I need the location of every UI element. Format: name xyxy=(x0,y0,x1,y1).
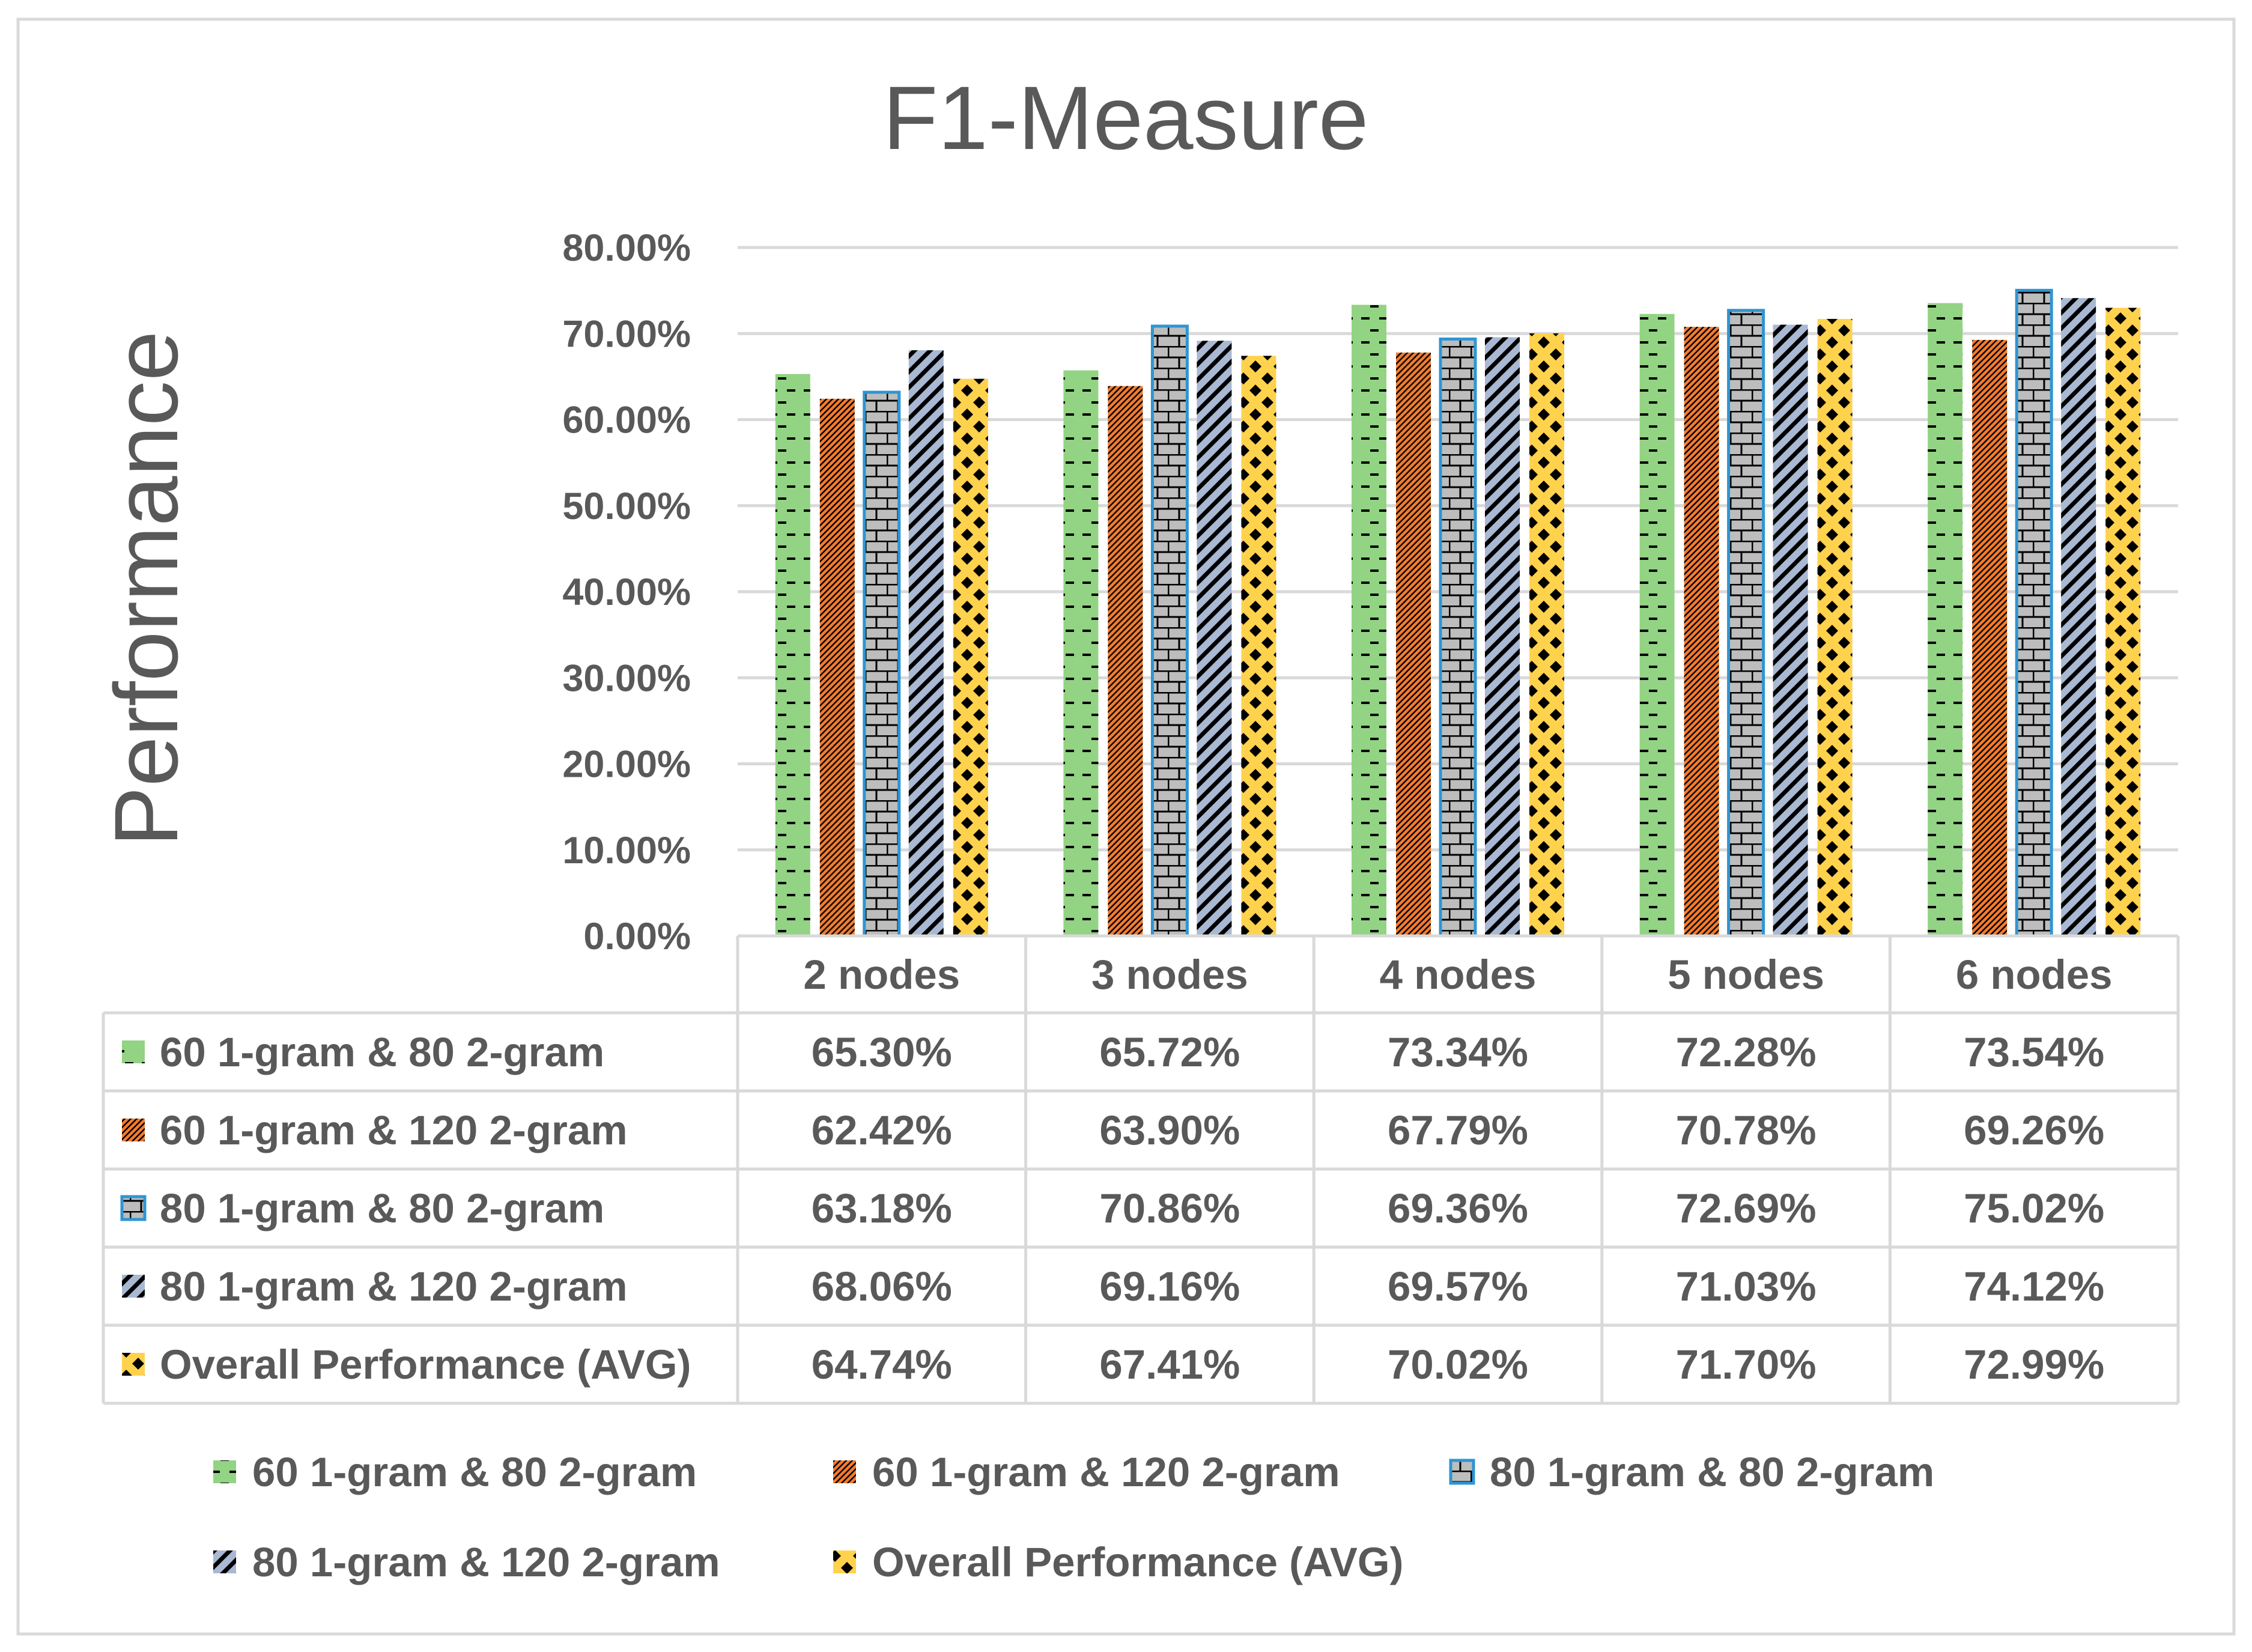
bar-2-3-nodes xyxy=(1108,386,1143,936)
table-legend-key xyxy=(122,1275,145,1298)
bar-5-5-nodes xyxy=(1817,318,1853,937)
bar-5-2-nodes xyxy=(953,378,988,936)
bar-3-2-nodes xyxy=(863,390,901,938)
x-tick-label: 5 nodes xyxy=(1668,952,1824,998)
table-legend-key xyxy=(122,1353,145,1376)
bar-1-3-nodes xyxy=(1063,370,1099,936)
legend-label: 80 1-gram & 80 2-gram xyxy=(1490,1449,1934,1495)
bar-2-2-nodes xyxy=(819,398,855,936)
table-cell-value: 73.34% xyxy=(1388,1029,1528,1075)
bar-3-5-nodes xyxy=(1727,309,1765,938)
table-cell-value: 74.12% xyxy=(1964,1263,2104,1310)
y-tick-label: 70.00% xyxy=(562,313,691,355)
table-cell-value: 75.02% xyxy=(1964,1185,2104,1231)
bar-5-3-nodes xyxy=(1241,356,1276,936)
table-cell-value: 63.90% xyxy=(1099,1107,1240,1153)
legend-key xyxy=(833,1550,856,1573)
table-series-name: 60 1-gram & 80 2-gram xyxy=(160,1029,604,1075)
bar-2-6-nodes xyxy=(1972,339,2008,936)
legend-key xyxy=(833,1460,856,1483)
data-table: 2 nodes 3 nodes 4 nodes 5 nodes 6 nodes 60 1-… xyxy=(102,934,2180,1405)
table-cell-value: 67.79% xyxy=(1388,1107,1528,1153)
table-cell-value: 70.78% xyxy=(1676,1107,1816,1153)
chart-title: F1-Measure xyxy=(883,67,1369,168)
table-cell-value: 69.26% xyxy=(1964,1107,2104,1153)
table-cell-value: 69.57% xyxy=(1388,1263,1528,1310)
y-tick-label: 60.00% xyxy=(562,399,691,442)
bar-4-6-nodes xyxy=(2061,298,2096,937)
x-tick-label: 6 nodes xyxy=(1956,952,2113,998)
table-cell-value: 62.42% xyxy=(812,1107,952,1153)
table-legend-key xyxy=(122,1119,145,1141)
table-cell-value: 65.72% xyxy=(1099,1029,1240,1075)
bar-1-5-nodes xyxy=(1639,314,1675,936)
table-cell-value: 63.18% xyxy=(812,1185,952,1231)
table-cell-value: 65.30% xyxy=(812,1029,952,1075)
legend-key xyxy=(213,1460,236,1483)
legend: 60 1-gram & 80 2-gram 60 1-gram & 120 2-g… xyxy=(213,1449,1934,1585)
y-tick-label: 20.00% xyxy=(562,744,691,786)
bar-4-5-nodes xyxy=(1773,324,1808,936)
x-tick-label: 3 nodes xyxy=(1091,952,1248,998)
table-cell-value: 68.06% xyxy=(812,1263,952,1310)
x-tick-label: 4 nodes xyxy=(1380,952,1537,998)
y-tick-label: 80.00% xyxy=(562,227,691,269)
table-cell-value: 71.03% xyxy=(1676,1263,1816,1310)
bar-4-2-nodes xyxy=(908,350,944,936)
y-axis-label: Performance xyxy=(96,331,196,847)
bar-5-4-nodes xyxy=(1529,333,1564,936)
bar-3-3-nodes xyxy=(1150,324,1189,938)
y-tick-label: 30.00% xyxy=(562,657,691,699)
bar-1-2-nodes xyxy=(775,374,810,936)
y-tick-label: 0.00% xyxy=(583,916,691,958)
table-cell-value: 67.41% xyxy=(1099,1341,1240,1388)
table-cell-value: 70.02% xyxy=(1388,1341,1528,1388)
table-series-name: Overall Performance (AVG) xyxy=(160,1341,691,1388)
table-cell-value: 69.16% xyxy=(1099,1263,1240,1310)
table-series-name: 60 1-gram & 120 2-gram xyxy=(160,1107,628,1153)
y-tick-label: 10.00% xyxy=(562,830,691,872)
table-legend-key xyxy=(122,1040,145,1063)
bar-1-6-nodes xyxy=(1928,303,1963,936)
legend-label: 60 1-gram & 80 2-gram xyxy=(252,1449,697,1495)
gridlines: 0.00% 10.00% 20.00% 30.00% 40.00% 50.00% 60.00… xyxy=(562,227,2178,958)
bar-2-4-nodes xyxy=(1396,352,1431,936)
legend-key xyxy=(1449,1459,1475,1485)
bar-4-3-nodes xyxy=(1197,341,1232,936)
table-legend-key xyxy=(120,1195,147,1221)
bar-1-4-nodes xyxy=(1352,305,1386,936)
x-tick-label: 2 nodes xyxy=(803,952,960,998)
bars xyxy=(775,288,2141,938)
table-cell-value: 64.74% xyxy=(812,1341,952,1388)
legend-key xyxy=(213,1550,236,1573)
bar-5-6-nodes xyxy=(2105,308,2141,937)
bar-3-4-nodes xyxy=(1439,337,1477,938)
table-cell-value: 73.54% xyxy=(1964,1029,2104,1075)
y-tick-label: 50.00% xyxy=(562,485,691,527)
table-cell-value: 70.86% xyxy=(1099,1185,1240,1231)
table-cell-value: 72.69% xyxy=(1676,1185,1816,1231)
bar-3-6-nodes xyxy=(2015,288,2053,938)
table-series-name: 80 1-gram & 120 2-gram xyxy=(160,1263,628,1310)
table-cell-value: 71.70% xyxy=(1676,1341,1816,1388)
table-series-name: 80 1-gram & 80 2-gram xyxy=(160,1185,604,1231)
table-cell-value: 69.36% xyxy=(1388,1185,1528,1231)
y-tick-label: 40.00% xyxy=(562,571,691,613)
bar-2-5-nodes xyxy=(1684,327,1719,936)
table-cell-value: 72.99% xyxy=(1964,1341,2104,1388)
legend-label: 60 1-gram & 120 2-gram xyxy=(872,1449,1340,1495)
bar-4-4-nodes xyxy=(1485,337,1520,936)
table-cell-value: 72.28% xyxy=(1676,1029,1816,1075)
legend-label: Overall Performance (AVG) xyxy=(872,1539,1404,1585)
legend-label: 80 1-gram & 120 2-gram xyxy=(252,1539,720,1585)
